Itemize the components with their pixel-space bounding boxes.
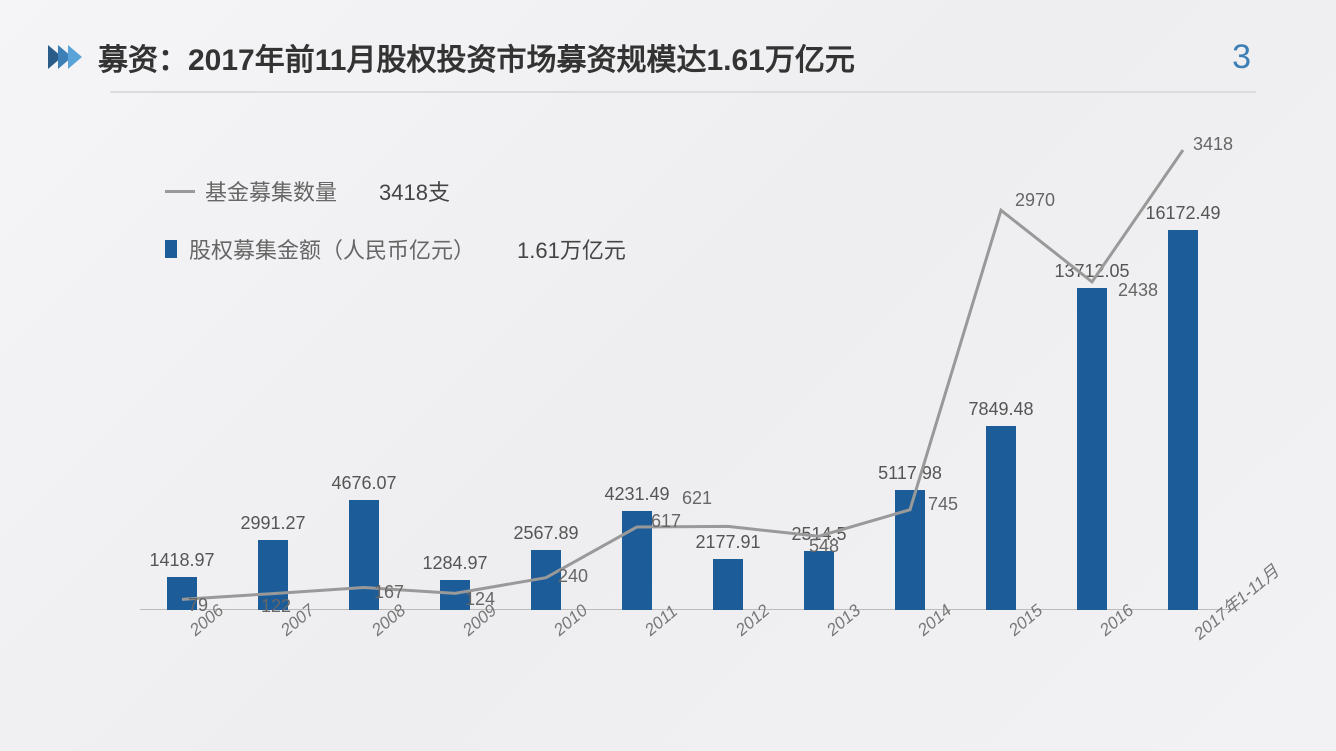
line-value-label: 621 (682, 488, 712, 509)
line-value-label: 745 (928, 494, 958, 515)
page-number: 3 (1232, 38, 1251, 77)
line-value-label: 2970 (1015, 190, 1055, 211)
line-value-label: 240 (558, 566, 588, 587)
line-value-label: 617 (651, 511, 681, 532)
line-value-label: 548 (809, 536, 839, 557)
slide-header: 募资：2017年前11月股权投资市场募资规模达1.61万亿元 3 (0, 0, 1336, 79)
slide-title: 募资：2017年前11月股权投资市场募资规模达1.61万亿元 (98, 35, 855, 79)
line-value-label: 2438 (1118, 280, 1158, 301)
x-axis-labels: 2006200720082009201020112012201320142015… (140, 615, 1240, 695)
line-value-label: 3418 (1193, 134, 1233, 155)
line-series (140, 130, 1240, 610)
line-value-label: 122 (261, 596, 291, 617)
line-value-label: 167 (374, 582, 404, 603)
title-underline (110, 91, 1256, 93)
chevron-icon (68, 45, 82, 69)
chevron-icon-group (48, 45, 78, 69)
combo-chart: 1418.972991.274676.071284.972567.894231.… (140, 130, 1240, 610)
